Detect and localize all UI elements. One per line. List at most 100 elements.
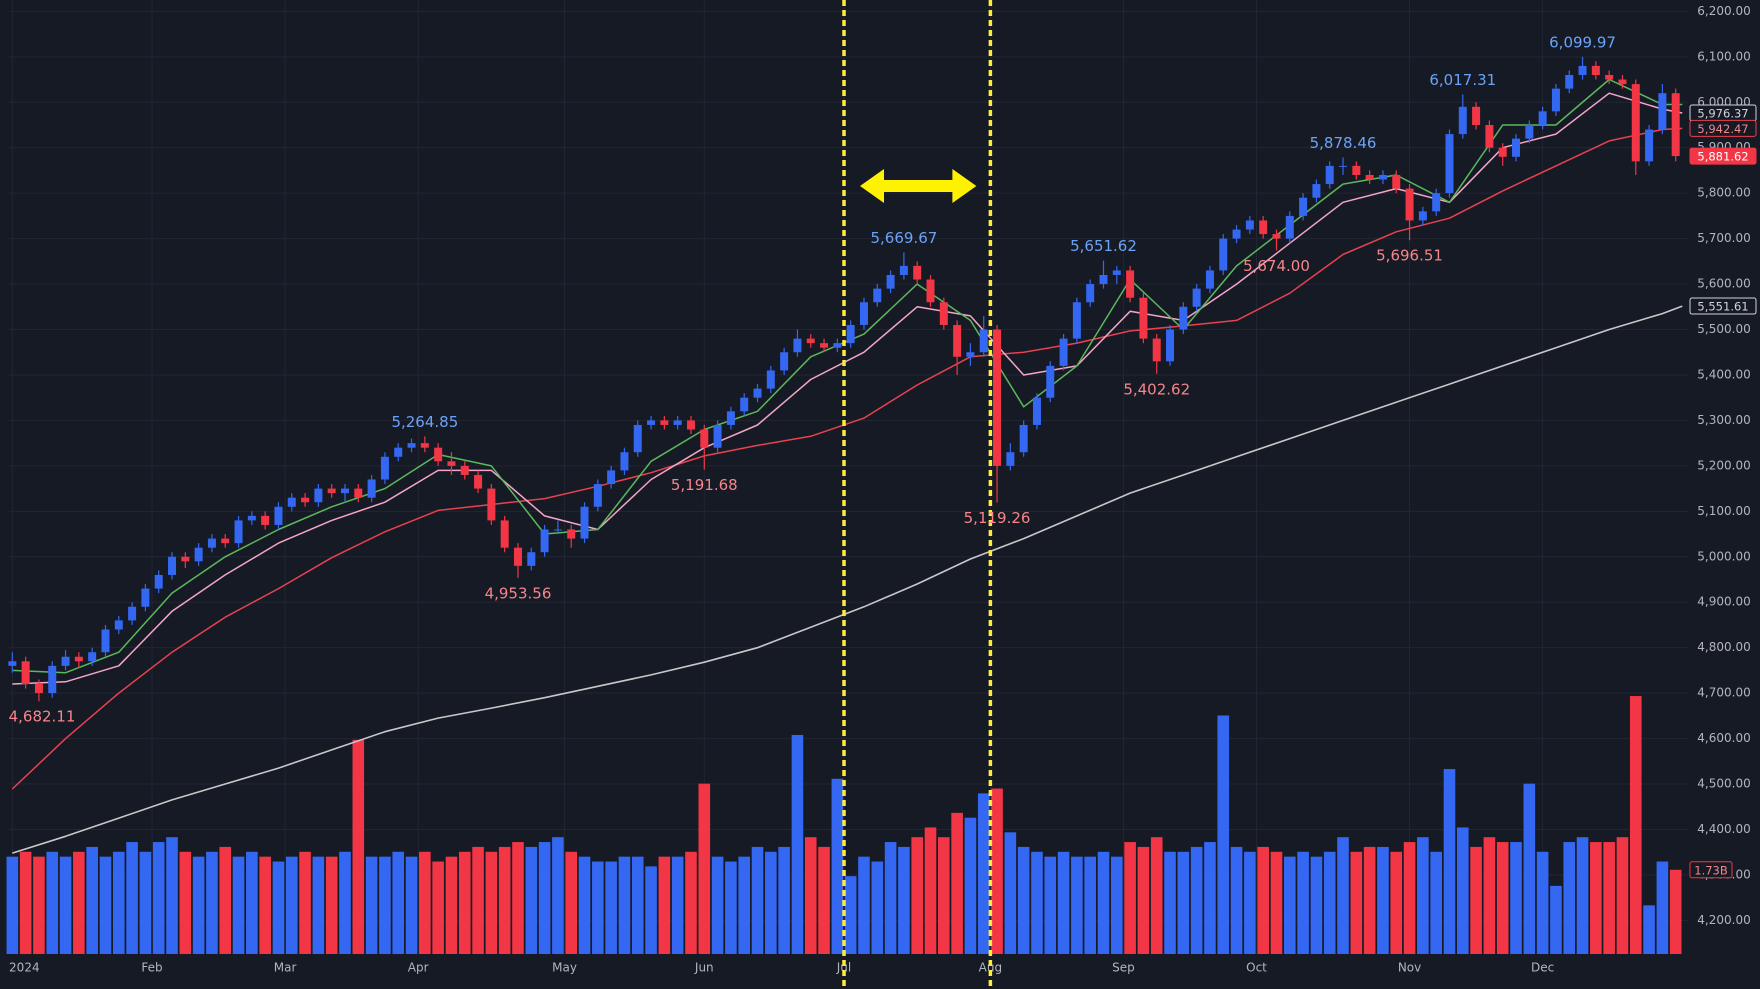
candle-body	[88, 652, 97, 662]
volume-bar	[844, 876, 857, 954]
candle-body	[74, 656, 83, 662]
candle-body	[48, 665, 57, 694]
volume-bar	[991, 788, 1003, 954]
candle-body	[341, 488, 349, 494]
volume-bar	[192, 856, 205, 954]
volume-bar	[1629, 696, 1642, 954]
volume-bar	[1323, 851, 1336, 954]
candle-body	[753, 388, 762, 398]
candle-body	[1365, 174, 1374, 180]
candle-body	[1152, 338, 1161, 362]
candle-body	[101, 629, 110, 653]
candle-body	[1432, 193, 1441, 212]
y-tick-label: 6,200.00	[1697, 4, 1750, 18]
candle-body	[380, 456, 389, 480]
candle-body	[567, 529, 576, 539]
price-tag-label: 5,976.37	[1697, 107, 1748, 121]
y-tick-label: 4,600.00	[1697, 731, 1750, 745]
volume-bar	[1057, 851, 1070, 954]
x-tick-label: Dec	[1531, 961, 1554, 975]
candle-body	[1565, 74, 1574, 89]
candle-body	[1378, 174, 1387, 180]
x-tick-label: Oct	[1246, 961, 1267, 975]
candle-body	[820, 343, 829, 348]
volume-bar	[525, 846, 538, 954]
y-tick-label: 5,800.00	[1697, 186, 1750, 200]
extreme-label: 5,402.62	[1123, 380, 1190, 398]
volume-bar	[911, 837, 923, 954]
candle-body	[1525, 124, 1534, 139]
volume-bar	[99, 856, 112, 954]
volume-bar	[578, 856, 591, 954]
volume-bar	[1257, 846, 1269, 954]
volume-bar	[592, 861, 604, 954]
candle-body	[221, 538, 230, 544]
x-tick-label: Sep	[1112, 961, 1135, 975]
y-tick-label: 5,300.00	[1697, 413, 1750, 427]
volume-bar	[1230, 846, 1243, 954]
candle-body	[846, 324, 855, 344]
candle-body	[740, 397, 749, 412]
volume-bar	[658, 856, 671, 954]
candle-body	[1046, 365, 1055, 398]
volume-bar	[1244, 851, 1256, 954]
candle-body	[1605, 74, 1614, 80]
x-tick-label: Apr	[408, 961, 429, 975]
price-tag-label: 5,881.62	[1697, 150, 1748, 164]
candle-body	[274, 506, 283, 525]
candle-body	[1299, 197, 1308, 216]
volume-bar	[858, 856, 870, 954]
volume-bar	[645, 866, 657, 954]
moving-average-line	[12, 92, 1683, 685]
candle-body	[181, 556, 190, 562]
volume-bar	[392, 851, 405, 954]
volume-bar	[1536, 851, 1549, 954]
volume-bar	[73, 851, 85, 954]
volume-bar	[445, 856, 458, 954]
volume-bar	[1310, 856, 1323, 954]
volume-bar	[552, 837, 564, 954]
candle-body	[1032, 397, 1041, 425]
volume-bar	[1337, 837, 1349, 954]
candle-body	[1618, 79, 1627, 85]
candle-body	[859, 302, 868, 325]
volume-bar	[285, 856, 298, 954]
volume-bar	[179, 851, 192, 954]
candle-body	[660, 420, 669, 425]
extreme-label: 5,674.00	[1243, 257, 1310, 275]
candle-body	[247, 515, 256, 521]
volume-bar	[1576, 837, 1589, 954]
volume-bar	[1164, 851, 1176, 954]
candle-body	[1352, 165, 1361, 175]
candle-body	[1205, 270, 1214, 289]
candle-body	[793, 338, 802, 353]
extreme-label: 5,264.85	[391, 413, 458, 431]
volume-bar	[1071, 856, 1083, 954]
extreme-label: 6,099.97	[1549, 33, 1616, 51]
candle-body	[207, 538, 216, 548]
volume-bar	[6, 856, 19, 954]
volume-bar	[1190, 846, 1203, 954]
volume-bar	[219, 846, 232, 954]
candle-body	[168, 556, 177, 575]
candle-body	[1099, 274, 1108, 285]
candle-body	[21, 661, 30, 685]
volume-bar	[405, 856, 418, 954]
candle-body	[1179, 306, 1188, 330]
extreme-label: 5,878.46	[1310, 134, 1377, 152]
volume-bar	[924, 827, 937, 954]
volume-bar	[831, 778, 844, 954]
candle-body	[527, 552, 536, 566]
volume-bar	[1616, 837, 1629, 954]
candle-body	[500, 520, 509, 548]
candle-body	[1591, 65, 1600, 75]
extreme-label: 4,682.11	[9, 708, 76, 726]
candle-body	[1259, 220, 1268, 235]
candle-body	[1312, 184, 1321, 198]
volume-bar	[791, 734, 804, 954]
volume-bar	[1084, 856, 1096, 954]
volume-bar	[1204, 842, 1216, 954]
volume-bar	[139, 851, 152, 954]
volume-bar	[59, 856, 72, 954]
